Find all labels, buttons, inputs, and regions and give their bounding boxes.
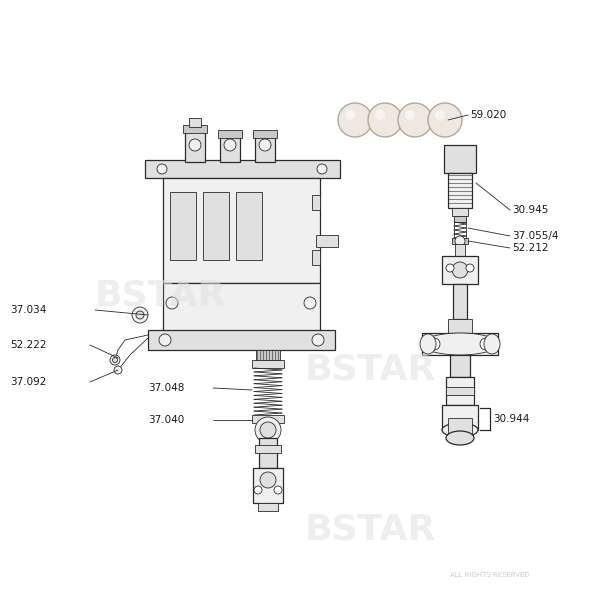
Bar — [312, 250, 320, 265]
Circle shape — [428, 103, 462, 137]
Bar — [189, 118, 201, 127]
Bar — [448, 418, 472, 438]
Circle shape — [157, 164, 167, 174]
Bar — [252, 415, 284, 423]
Circle shape — [405, 110, 415, 120]
Bar — [446, 377, 474, 405]
Bar — [316, 235, 338, 247]
Bar — [259, 438, 277, 468]
Bar — [218, 130, 242, 138]
Bar — [203, 192, 229, 260]
Bar — [258, 503, 278, 511]
Ellipse shape — [422, 333, 498, 355]
Circle shape — [254, 486, 262, 494]
Text: 59.020: 59.020 — [470, 110, 506, 120]
Bar — [220, 135, 240, 162]
Circle shape — [110, 355, 120, 365]
Bar — [455, 244, 465, 256]
Circle shape — [260, 472, 276, 488]
Bar — [442, 405, 478, 430]
Bar — [452, 238, 468, 244]
Bar — [253, 130, 277, 138]
Text: BSTAR: BSTAR — [304, 353, 436, 387]
Circle shape — [435, 110, 445, 120]
Bar — [312, 195, 320, 210]
Bar — [183, 125, 207, 133]
Text: BSTAR: BSTAR — [304, 513, 436, 547]
Bar — [442, 256, 478, 284]
Bar — [256, 350, 280, 360]
Bar — [255, 135, 275, 162]
Circle shape — [480, 338, 492, 350]
Bar — [446, 387, 474, 395]
Circle shape — [274, 486, 282, 494]
Circle shape — [255, 417, 281, 443]
Text: 37.034: 37.034 — [10, 305, 46, 315]
Circle shape — [368, 103, 402, 137]
Bar — [170, 192, 196, 260]
Circle shape — [455, 236, 465, 246]
Ellipse shape — [420, 334, 436, 354]
Circle shape — [159, 334, 171, 346]
Bar — [448, 173, 472, 208]
Circle shape — [166, 297, 178, 309]
Text: BSTAR: BSTAR — [94, 278, 226, 312]
Circle shape — [466, 264, 474, 272]
Bar — [145, 160, 340, 178]
Circle shape — [398, 103, 432, 137]
Bar — [253, 468, 283, 503]
Bar — [255, 445, 281, 453]
Text: 30.945: 30.945 — [512, 205, 548, 215]
Text: 52.222: 52.222 — [10, 340, 47, 350]
Ellipse shape — [446, 431, 474, 445]
Circle shape — [259, 139, 271, 151]
Circle shape — [260, 422, 276, 438]
Circle shape — [345, 110, 355, 120]
Text: 37.055/4: 37.055/4 — [512, 231, 559, 241]
Bar — [454, 222, 466, 238]
Circle shape — [304, 297, 316, 309]
Bar — [148, 330, 335, 350]
Ellipse shape — [484, 334, 500, 354]
Bar — [448, 319, 472, 333]
Circle shape — [132, 307, 148, 323]
Circle shape — [113, 358, 118, 362]
Text: 30.944: 30.944 — [493, 414, 529, 424]
Bar — [450, 355, 470, 377]
Ellipse shape — [442, 423, 478, 437]
Circle shape — [452, 262, 468, 278]
Bar — [453, 284, 467, 319]
Bar — [444, 145, 476, 173]
Text: 52.212: 52.212 — [512, 243, 548, 253]
Text: ALL RIGHTS RESERVED: ALL RIGHTS RESERVED — [450, 572, 530, 578]
Circle shape — [375, 110, 385, 120]
Bar — [163, 283, 320, 333]
Circle shape — [136, 311, 144, 319]
Circle shape — [428, 338, 440, 350]
Bar — [422, 333, 498, 355]
Bar — [185, 130, 205, 162]
Circle shape — [338, 103, 372, 137]
Text: 37.092: 37.092 — [10, 377, 46, 387]
Circle shape — [312, 334, 324, 346]
Bar — [252, 360, 284, 368]
Text: 37.048: 37.048 — [148, 383, 184, 393]
Circle shape — [114, 366, 122, 374]
Circle shape — [224, 139, 236, 151]
Bar — [454, 216, 466, 222]
Bar — [236, 192, 262, 260]
Circle shape — [317, 164, 327, 174]
Text: 37.040: 37.040 — [148, 415, 184, 425]
Circle shape — [446, 264, 454, 272]
Bar — [163, 178, 320, 283]
Circle shape — [189, 139, 201, 151]
Bar — [452, 208, 468, 216]
